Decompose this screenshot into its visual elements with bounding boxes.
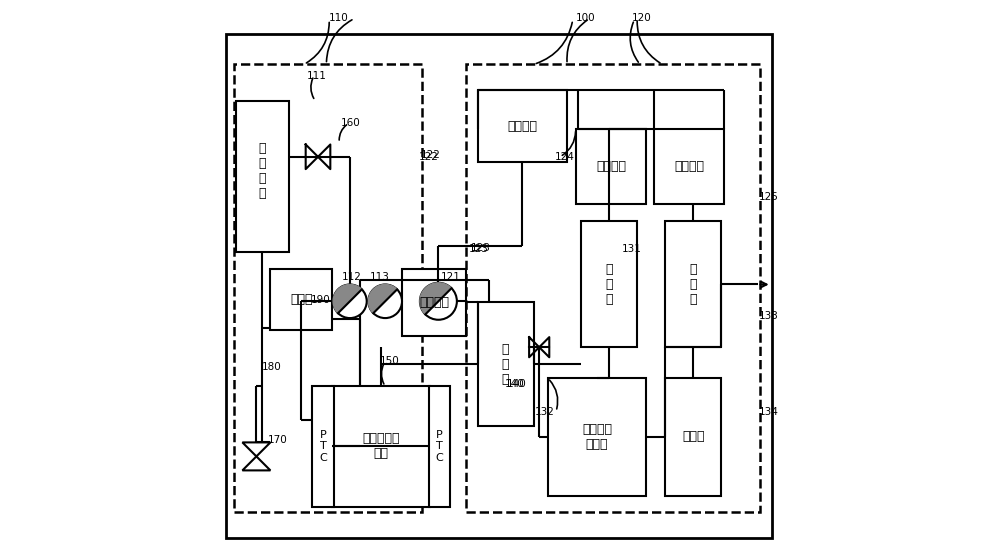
Circle shape (333, 284, 367, 318)
Text: 113: 113 (370, 272, 390, 282)
Text: 140: 140 (504, 379, 524, 389)
Text: 稳压罐: 稳压罐 (682, 430, 704, 444)
Text: 132: 132 (535, 407, 555, 417)
Text: 过滤器: 过滤器 (290, 293, 312, 306)
Text: 板换热器: 板换热器 (419, 296, 449, 309)
Text: P
T
C: P T C (319, 430, 327, 463)
Text: 131: 131 (622, 244, 642, 254)
Text: 122: 122 (419, 152, 439, 162)
Text: 190: 190 (311, 295, 330, 305)
Text: 氢气气液
分离罐: 氢气气液 分离罐 (582, 423, 612, 451)
Text: 160: 160 (340, 118, 360, 128)
Text: 180: 180 (262, 362, 282, 372)
Circle shape (420, 283, 457, 320)
Text: 133: 133 (759, 311, 779, 321)
FancyBboxPatch shape (665, 221, 721, 347)
Text: 氧气气液分
离罐: 氧气气液分 离罐 (363, 432, 400, 460)
Text: 第
一
水
箱: 第 一 水 箱 (258, 142, 266, 200)
Text: 板换热器: 板换热器 (596, 160, 626, 173)
Circle shape (368, 284, 402, 318)
Text: 100: 100 (576, 13, 595, 24)
Text: 123: 123 (470, 242, 490, 253)
Text: 板换热器: 板换热器 (674, 160, 704, 173)
Text: 脱
水
塔: 脱 水 塔 (689, 263, 697, 306)
Text: 120: 120 (632, 13, 651, 24)
Text: 121: 121 (441, 272, 461, 282)
Text: 122: 122 (420, 150, 440, 160)
Text: 134: 134 (759, 407, 779, 417)
FancyBboxPatch shape (312, 386, 334, 507)
Text: 脱
氧
塔: 脱 氧 塔 (605, 263, 613, 306)
FancyBboxPatch shape (654, 129, 724, 204)
Text: 123: 123 (469, 244, 489, 254)
Text: 111: 111 (307, 71, 327, 81)
FancyBboxPatch shape (548, 378, 646, 496)
Text: 124: 124 (555, 152, 575, 162)
Text: P
T
C: P T C (436, 430, 443, 463)
FancyBboxPatch shape (226, 34, 772, 538)
Text: 制冷装置: 制冷装置 (507, 119, 537, 133)
Text: 140: 140 (507, 379, 526, 389)
FancyBboxPatch shape (581, 221, 637, 347)
Text: 110: 110 (329, 13, 349, 24)
Polygon shape (420, 283, 451, 314)
Polygon shape (368, 284, 397, 313)
Text: 电
解
槽: 电 解 槽 (502, 343, 509, 385)
FancyBboxPatch shape (576, 129, 646, 204)
Text: 125: 125 (759, 192, 779, 202)
FancyBboxPatch shape (478, 90, 567, 162)
Polygon shape (333, 284, 362, 313)
FancyBboxPatch shape (665, 378, 721, 496)
FancyBboxPatch shape (236, 101, 289, 252)
Text: 112: 112 (342, 272, 362, 282)
FancyBboxPatch shape (478, 302, 534, 426)
FancyBboxPatch shape (332, 386, 430, 507)
Text: 170: 170 (268, 435, 287, 445)
FancyBboxPatch shape (429, 386, 450, 507)
FancyBboxPatch shape (402, 269, 466, 336)
Text: 150: 150 (380, 356, 399, 366)
FancyBboxPatch shape (270, 269, 332, 330)
